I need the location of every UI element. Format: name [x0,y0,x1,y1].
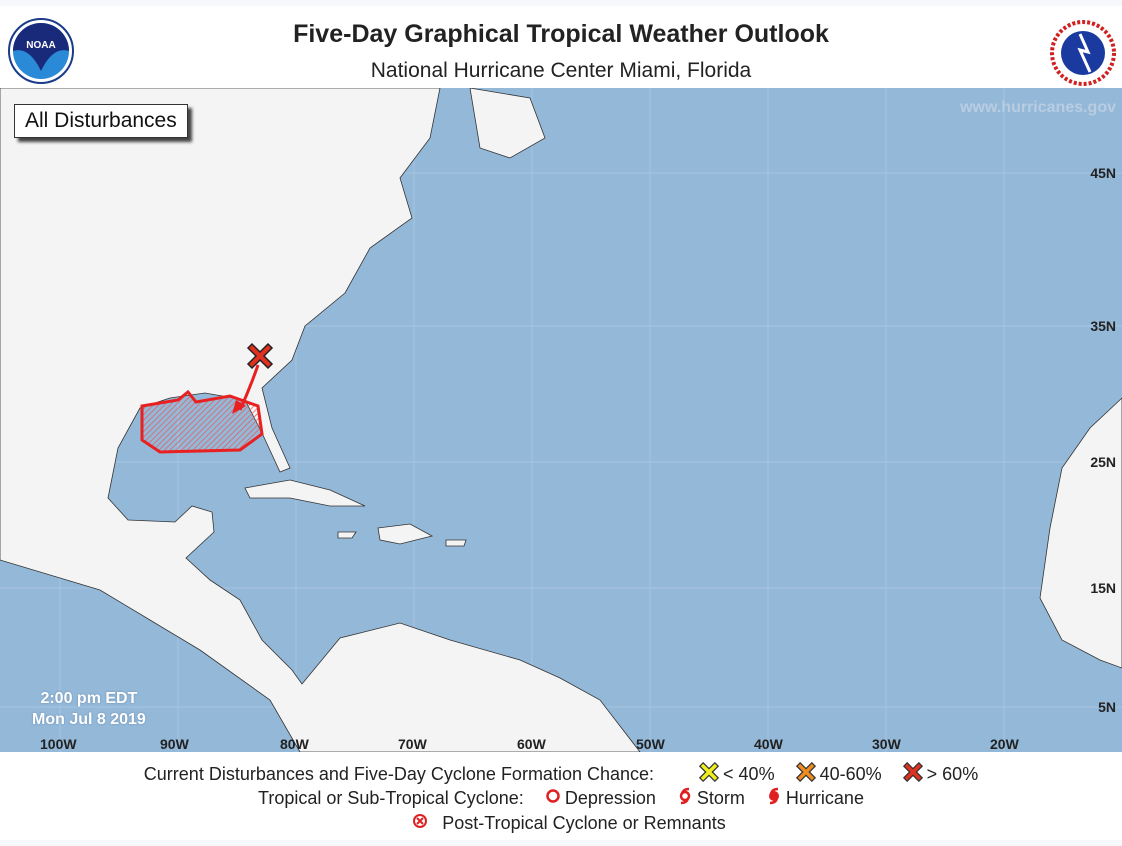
lon-label: 50W [636,736,665,752]
puerto-rico [445,539,467,547]
legend-row-post-tropical: Post-Tropical Cyclone or Remnants [0,812,1122,834]
issued-time: 2:00 pm EDT [40,690,138,707]
svg-text:NOAA: NOAA [26,40,55,51]
legend-label: Tropical or Sub-Tropical Cyclone: [258,788,524,808]
africa [1039,397,1122,669]
panel-label: All Disturbances [14,104,188,138]
hurricane-icon [766,787,782,810]
issued-date: Mon Jul 8 2019 [32,711,146,728]
arrow-head-icon [232,400,246,414]
post-tropical-icon [412,813,428,834]
legend-medium: 40-60% [819,764,882,784]
lon-label: 40W [754,736,783,752]
legend-depression: Depression [564,788,656,808]
legend-hurricane: Hurricane [785,788,864,808]
noaa-logo: NOAA [8,18,74,84]
land [0,88,1122,752]
legend-post-tropical: Post-Tropical Cyclone or Remnants [442,812,726,833]
hispaniola [377,523,434,545]
legend-row-cyclone: Tropical or Sub-Tropical Cyclone: Depres… [0,787,1122,810]
lat-label: 25N [1090,454,1116,470]
orange-x-icon [795,761,816,787]
legend-high: > 60% [926,764,979,784]
nws-logo [1050,20,1116,86]
north-america [0,88,641,752]
lat-label: 35N [1090,318,1116,334]
lon-label: 100W [40,736,77,752]
storm-icon [677,787,693,810]
lon-label: 80W [280,736,309,752]
header: NOAA Five-Day Graphical Tropical Weather… [0,6,1122,88]
lat-label: 45N [1090,165,1116,181]
depression-icon [545,788,561,809]
disturbance-area[interactable] [140,342,274,454]
lon-label: 90W [160,736,189,752]
map [0,88,1122,752]
legend-low: < 40% [723,764,775,784]
cuba [244,479,366,507]
lat-label: 5N [1098,699,1116,715]
jamaica [337,531,357,539]
lon-label: 70W [398,736,427,752]
legend-label: Current Disturbances and Five-Day Cyclon… [143,764,655,784]
yellow-x-icon [698,761,720,787]
lon-label: 30W [872,736,901,752]
lon-label: 20W [990,736,1019,752]
lat-label: 15N [1090,580,1116,596]
watermark: www.hurricanes.gov [960,99,1116,116]
legend-storm: Storm [696,788,745,808]
issued-timestamp: 2:00 pm EDT Mon Jul 8 2019 [32,688,146,730]
legend: Current Disturbances and Five-Day Cyclon… [0,752,1122,840]
legend-row-formation: Current Disturbances and Five-Day Cyclon… [0,761,1122,787]
page-subtitle: National Hurricane Center Miami, Florida [370,59,752,82]
newfoundland [469,88,546,159]
red-x-icon [902,761,923,787]
lon-label: 60W [517,736,546,752]
page-title: Five-Day Graphical Tropical Weather Outl… [293,20,829,48]
x-icon [246,342,274,370]
